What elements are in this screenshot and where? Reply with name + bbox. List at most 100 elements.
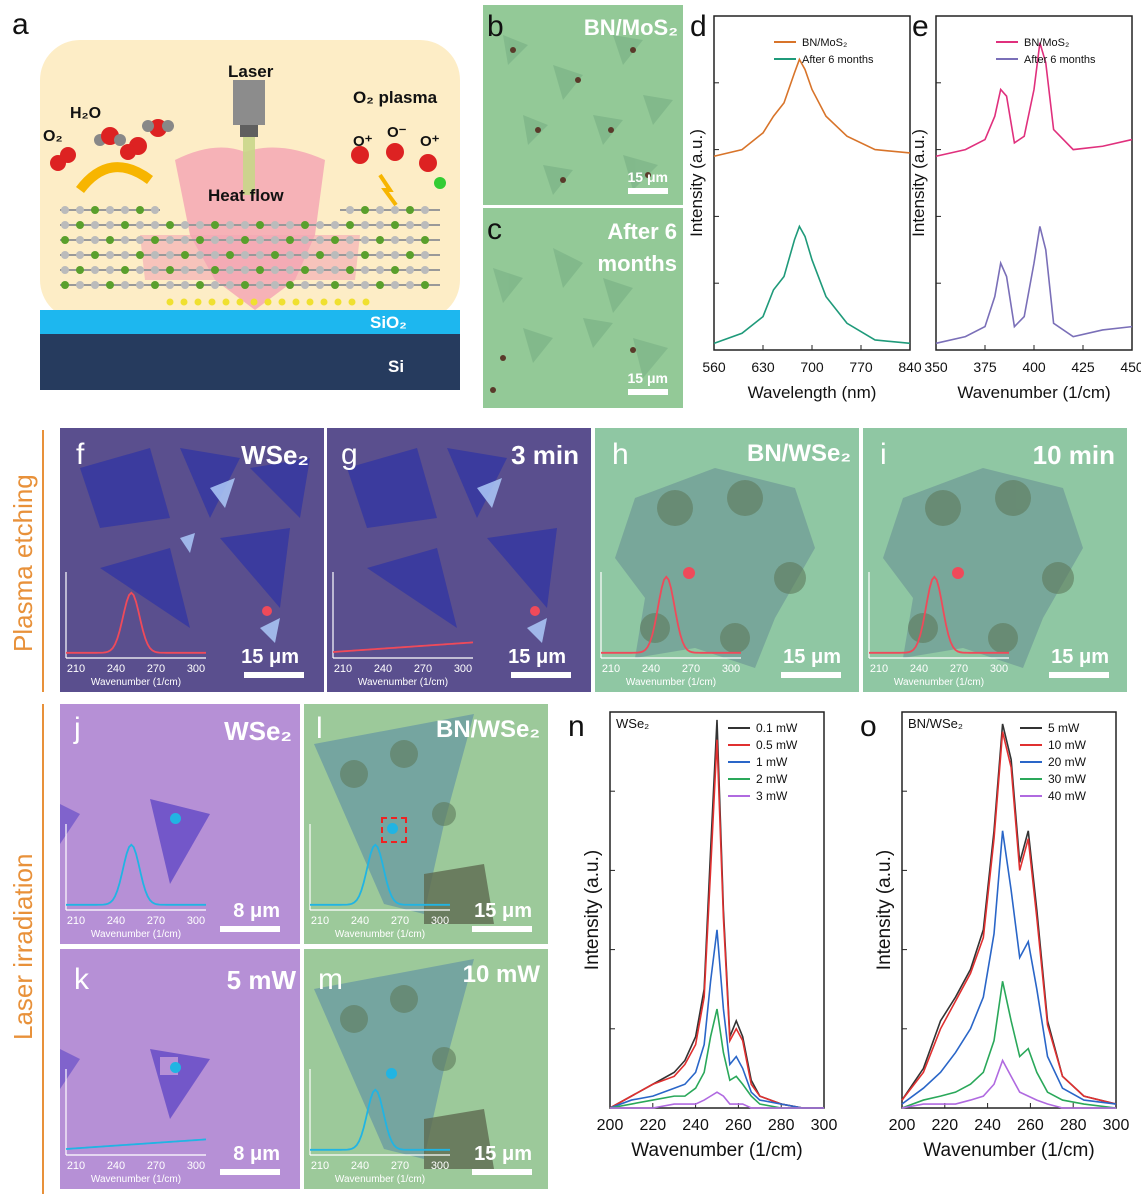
lattice-atom <box>61 236 69 244</box>
inset-tick-label: 300 <box>454 663 472 675</box>
lattice-atom <box>121 251 129 259</box>
inset-spectrum <box>66 843 206 906</box>
legend-entry: 2 mW <box>756 772 788 786</box>
panel-g-scale-text: 15 μm <box>508 646 566 668</box>
panel-k-scale-bar <box>220 1169 280 1175</box>
reaction-arrow <box>76 162 153 194</box>
chart-o: 200 220 240 260 280 300 Wavenumber (1/cm) Inten… <box>874 711 1129 1161</box>
panel-l-title: BN/WSe₂ <box>435 716 540 743</box>
raman-inset: 210 240 270 300 Wavenumber (1/cm) <box>868 572 1009 688</box>
chart-title: WSe₂ <box>616 716 649 731</box>
lattice-atom <box>301 221 309 229</box>
panel-j-label: j <box>74 712 81 745</box>
lattice-atom <box>211 281 219 289</box>
x-tick-label: 260 <box>1017 1117 1044 1134</box>
inset-tick-label: 240 <box>107 1160 125 1172</box>
x-tick-label: 450 <box>1120 359 1141 375</box>
lattice-atom <box>301 236 309 244</box>
panel-m-probe-dot <box>386 1068 397 1079</box>
lattice-atom <box>151 266 159 274</box>
legend-entry: After 6 months <box>802 54 874 66</box>
lattice-atom <box>136 236 144 244</box>
lattice-atom <box>151 221 159 229</box>
lattice-atom <box>196 251 204 259</box>
panel-k-image: 5 mW 8 μm 210 240 270 300 Wavenumber (1/cm) <box>60 949 300 1189</box>
x-tick-label: 770 <box>849 359 873 375</box>
sulfur-atom <box>180 298 188 306</box>
panel-h-probe-dot <box>683 567 695 579</box>
lattice-atom <box>256 251 264 259</box>
inset-spectrum <box>601 575 741 654</box>
lattice-atom <box>181 281 189 289</box>
raman-inset: 210 240 270 300 Wavenumber (1/cm) <box>332 572 474 688</box>
series-line-2 <box>935 226 1133 345</box>
panel-a-label: a <box>12 8 29 41</box>
panel-c-scale-bar <box>628 389 668 395</box>
lattice-atom <box>91 251 99 259</box>
lattice-atom <box>226 281 234 289</box>
panel-f-image: WSe₂ 15 μm 210 240 270 300 Wavenumber (1/cm) <box>60 428 324 692</box>
lattice-atom <box>301 281 309 289</box>
lattice-atom <box>271 281 279 289</box>
raman-inset: 210 240 270 300 Wavenumber (1/cm) <box>600 572 741 688</box>
lattice-atom <box>421 221 429 229</box>
inset-tick-label: 210 <box>67 915 85 927</box>
lattice-atom <box>196 266 204 274</box>
lattice-atom <box>421 266 429 274</box>
lattice-atom <box>151 236 159 244</box>
lattice-atom <box>241 236 249 244</box>
h2o-label: H₂O <box>70 105 102 122</box>
lattice-atom <box>271 251 279 259</box>
inset-tick-label: 210 <box>67 1160 85 1172</box>
panel-j-scale-text: 8 μm <box>233 900 280 922</box>
panel-h-scale-text: 15 μm <box>783 646 841 668</box>
panel-k-probe-dot <box>170 1062 181 1073</box>
lattice-atom <box>136 251 144 259</box>
lattice-atom <box>406 221 414 229</box>
inset-tick-label: 300 <box>722 663 740 675</box>
x-tick-label: 220 <box>639 1117 666 1134</box>
lattice-atom <box>211 266 219 274</box>
lattice-atom <box>256 281 264 289</box>
lattice-atom <box>361 266 369 274</box>
lattice-atom <box>361 221 369 229</box>
inset-tick-label: 210 <box>67 663 85 675</box>
inset-tick-label: 300 <box>187 663 205 675</box>
y-axis-label: Intensity (a.u.) <box>909 129 928 237</box>
panel-i-scale-text: 15 μm <box>1051 646 1109 668</box>
inset-tick-label: 300 <box>990 663 1008 675</box>
lattice-atom <box>91 266 99 274</box>
legend-entry: 10 mW <box>1048 738 1087 752</box>
x-axis-label: Wavenumber (1/cm) <box>631 1140 802 1161</box>
panel-m-label: m <box>318 963 343 996</box>
inset-tick-label: 300 <box>431 1160 449 1172</box>
panel-m-image: 10 mW 15 μm 210 240 270 300 Wavenumber (1/cm… <box>304 949 548 1189</box>
lattice-atom <box>166 236 174 244</box>
lattice-atom <box>91 281 99 289</box>
series-line-4 <box>901 981 1117 1109</box>
inset-x-label: Wavenumber (1/cm) <box>91 677 181 688</box>
sulfur-atom <box>250 298 258 306</box>
chart-title: BN/WSe₂ <box>908 716 963 731</box>
lattice-atom <box>331 236 339 244</box>
inset-tick-label: 240 <box>374 663 392 675</box>
lattice-atom <box>181 221 189 229</box>
panel-l-roi-box <box>381 817 407 843</box>
series-line-3 <box>901 830 1117 1105</box>
lattice-atom <box>406 266 414 274</box>
panel-n-label: n <box>568 710 585 743</box>
lattice-atom <box>316 266 324 274</box>
x-tick-label: 300 <box>811 1117 838 1134</box>
flake-pattern <box>60 799 210 884</box>
series-line-1 <box>713 57 911 158</box>
panel-k-scale-text: 8 μm <box>233 1143 280 1165</box>
lattice-atom <box>121 221 129 229</box>
schematic-drawing <box>50 80 446 310</box>
panel-l-scale-text: 15 μm <box>474 900 532 922</box>
inset-tick-label: 270 <box>147 663 165 675</box>
lattice-atom <box>316 236 324 244</box>
lattice-atom <box>106 251 114 259</box>
lattice-atom <box>106 266 114 274</box>
lattice-atom <box>181 266 189 274</box>
lattice-atom <box>376 206 384 214</box>
